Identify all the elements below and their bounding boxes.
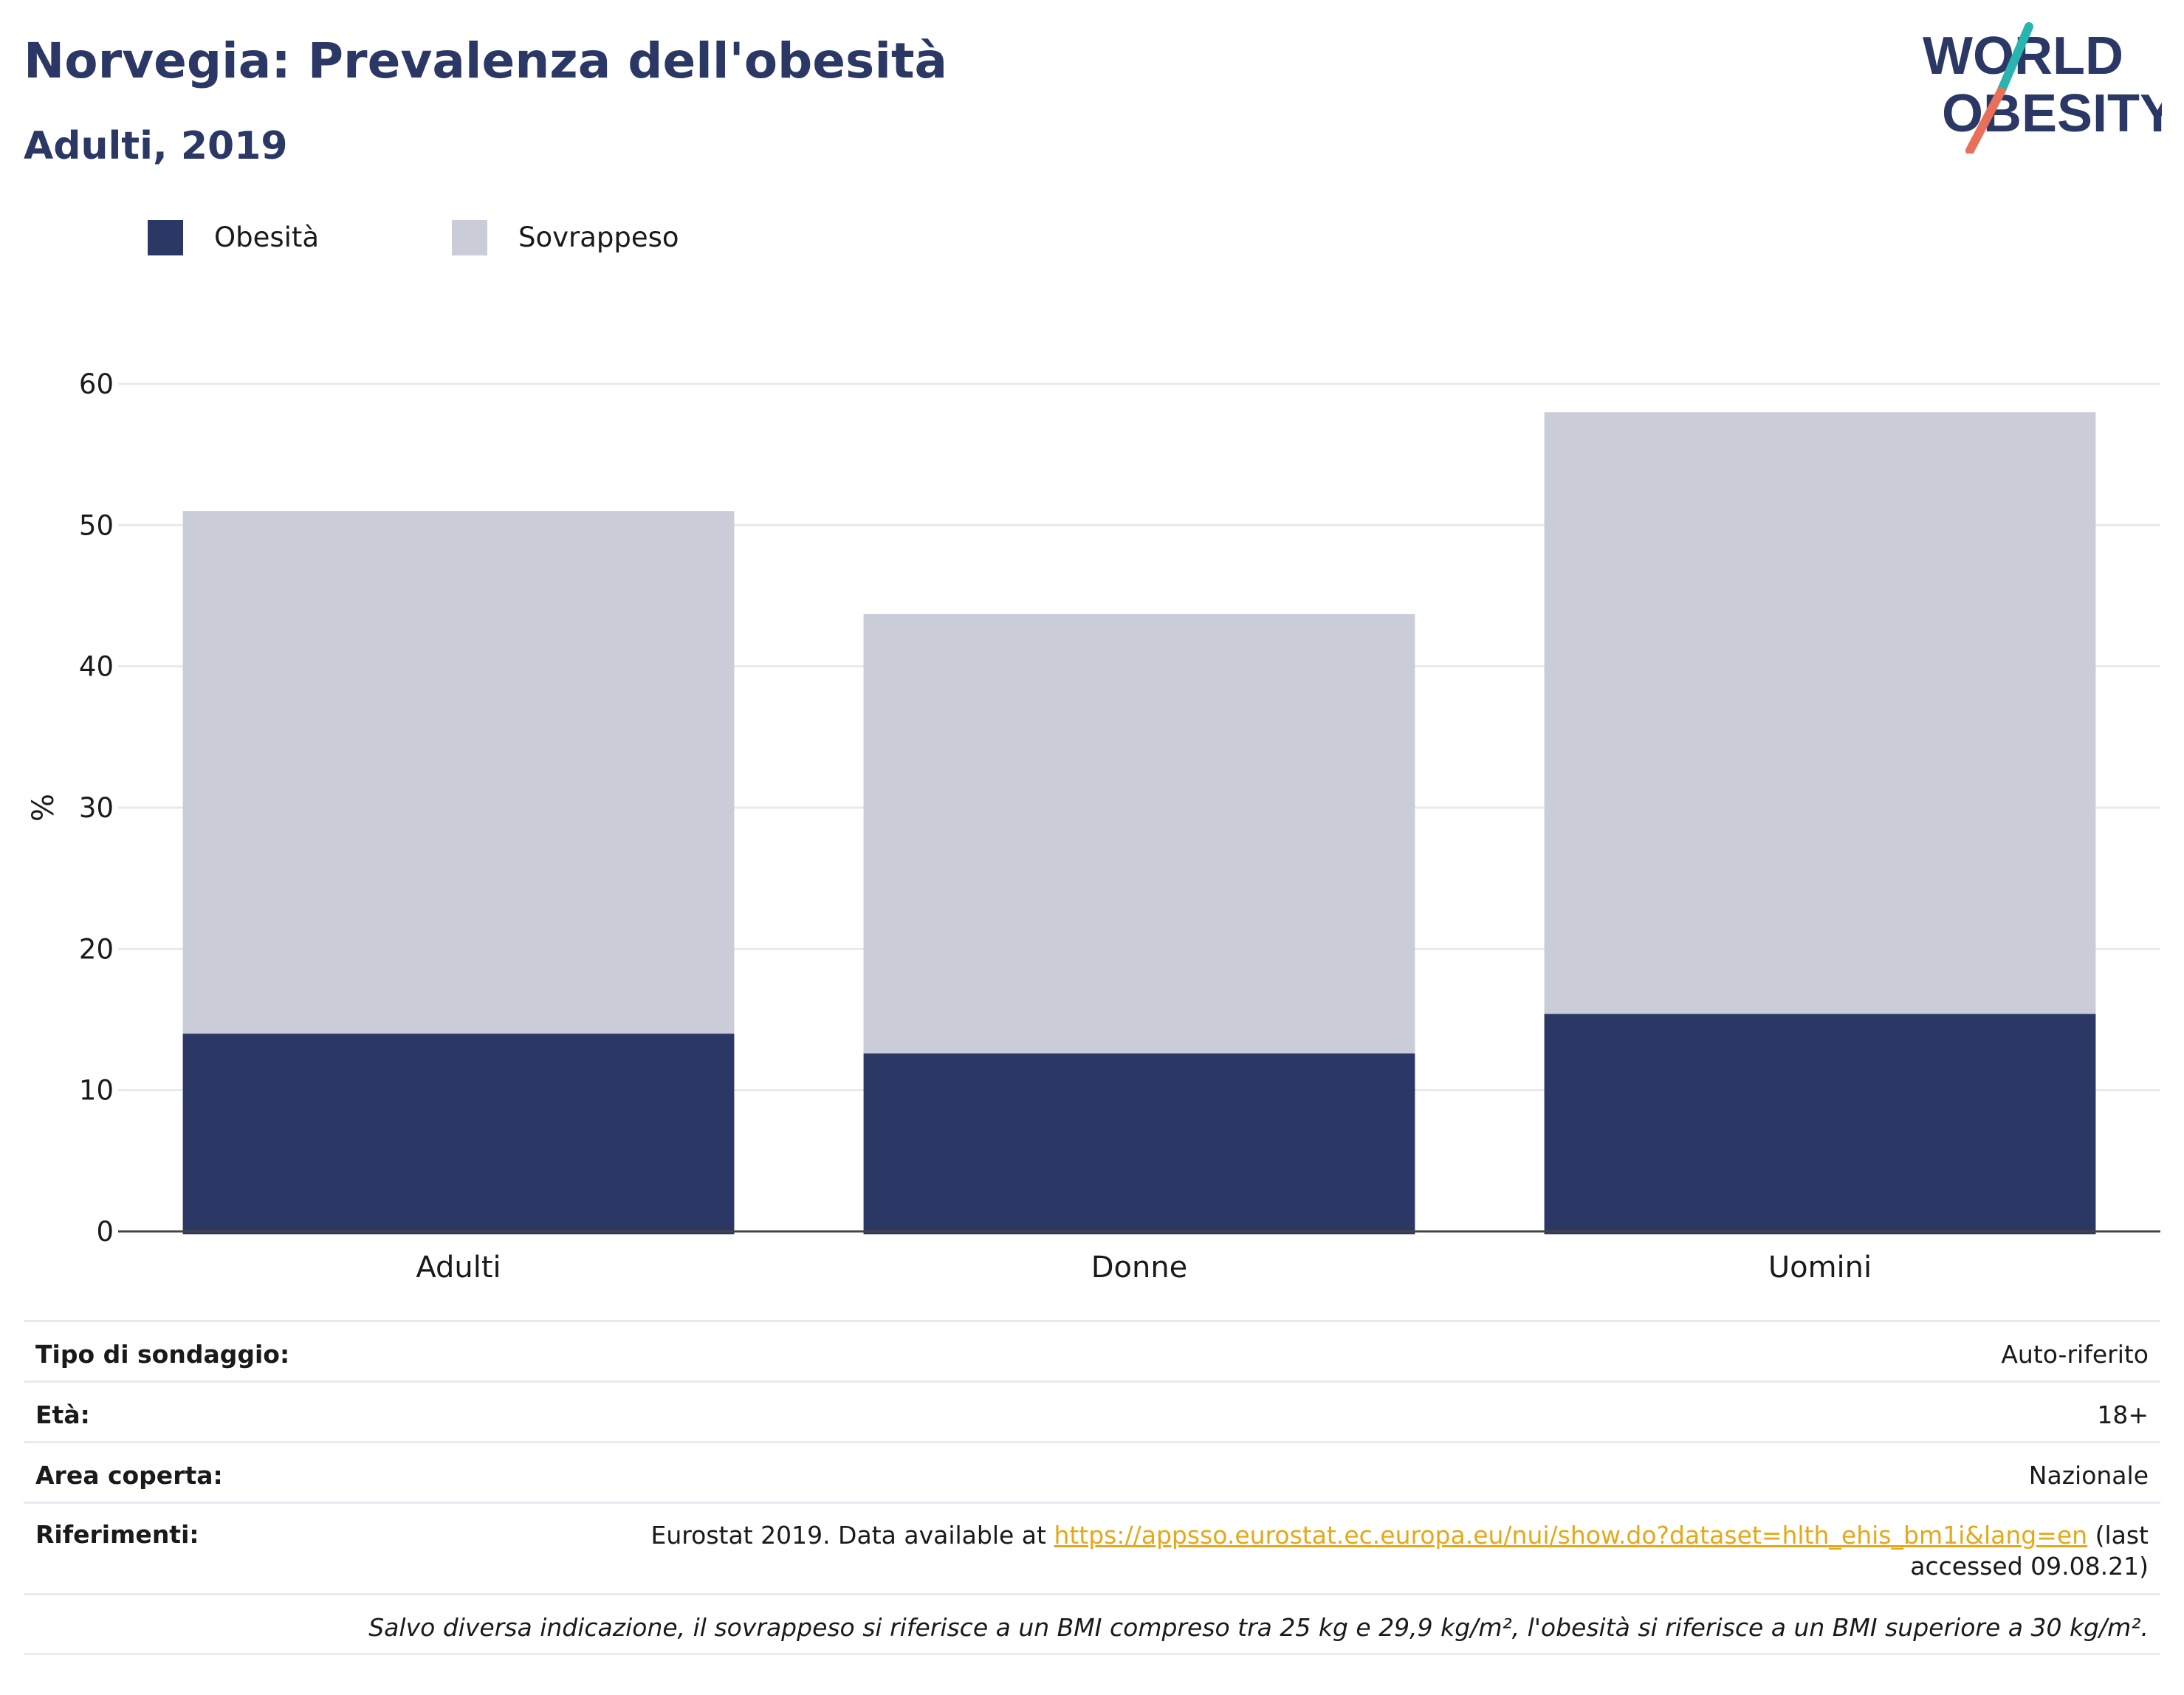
legend-label-obesita: Obesità xyxy=(214,221,320,253)
bar-obesit-uomini xyxy=(1544,1014,2096,1234)
survey-type-value: Auto-riferito xyxy=(2001,1340,2149,1369)
bar-obesit-donne xyxy=(863,1053,1415,1234)
x-tick-label: Donne xyxy=(1091,1251,1188,1285)
references-value: Eurostat 2019. Data available at https:/… xyxy=(598,1520,2149,1582)
y-tick-label: 10 xyxy=(79,1075,114,1107)
y-tick-label: 50 xyxy=(79,509,114,541)
y-tick-label: 0 xyxy=(96,1216,114,1248)
stacked-bar-chart: 0 10 20 30 40 50 60% Adulti Donne Uomini xyxy=(27,368,2160,1285)
references-label: Riferimenti: xyxy=(35,1520,199,1549)
page-subtitle: Adulti, 2019 xyxy=(24,124,288,168)
y-tick-label: 20 xyxy=(79,933,114,965)
age-value: 18+ xyxy=(2097,1400,2149,1429)
logo-slash-top xyxy=(1996,22,2033,96)
info-row-footnote: Salvo diversa indicazione, il sovrappeso… xyxy=(24,1593,2160,1655)
info-row-age: Età: 18+ xyxy=(24,1381,2160,1441)
info-row-survey-type: Tipo di sondaggio: Auto-riferito xyxy=(24,1320,2160,1381)
legend-label-sovrappeso: Sovrappeso xyxy=(518,221,679,253)
world-obesity-logo: WORLD OBESITY xyxy=(1923,22,2162,154)
y-tick-label: 40 xyxy=(79,651,114,683)
bar-sovrappeso-donne xyxy=(863,613,1415,1053)
references-prefix: Eurostat 2019. Data available at xyxy=(650,1521,1054,1550)
legend-swatch-obesita xyxy=(148,220,183,255)
y-axis-label: % xyxy=(27,794,61,822)
survey-type-label: Tipo di sondaggio: xyxy=(35,1340,290,1369)
age-label: Età: xyxy=(35,1400,90,1429)
legend-swatch-sovrappeso xyxy=(452,220,487,255)
logo-slash-bottom xyxy=(1965,87,2005,154)
bar-sovrappeso-adulti xyxy=(182,511,735,1034)
y-tick-label: 30 xyxy=(79,792,114,824)
area-label: Area coperta: xyxy=(35,1461,223,1490)
references-suffix: (last accessed 09.08.21) xyxy=(1910,1521,2149,1581)
page-title: Norvegia: Prevalenza dell'obesità xyxy=(24,32,948,89)
x-tick-label: Uomini xyxy=(1768,1251,1872,1285)
x-tick-label: Adulti xyxy=(416,1251,501,1285)
footnote: Salvo diversa indicazione, il sovrappeso… xyxy=(368,1613,2149,1642)
bar-sovrappeso-uomini xyxy=(1544,412,2096,1014)
info-row-references: Riferimenti: Eurostat 2019. Data availab… xyxy=(24,1502,2160,1593)
info-row-area: Area coperta: Nazionale xyxy=(24,1441,2160,1502)
info-table: Tipo di sondaggio: Auto-riferito Età: 18… xyxy=(24,1320,2160,1655)
area-value: Nazionale xyxy=(2028,1461,2149,1490)
bar-obesit-adulti xyxy=(182,1034,735,1234)
y-tick-label: 60 xyxy=(79,368,114,400)
references-link[interactable]: https://appsso.eurostat.ec.europa.eu/nui… xyxy=(1054,1521,2088,1550)
